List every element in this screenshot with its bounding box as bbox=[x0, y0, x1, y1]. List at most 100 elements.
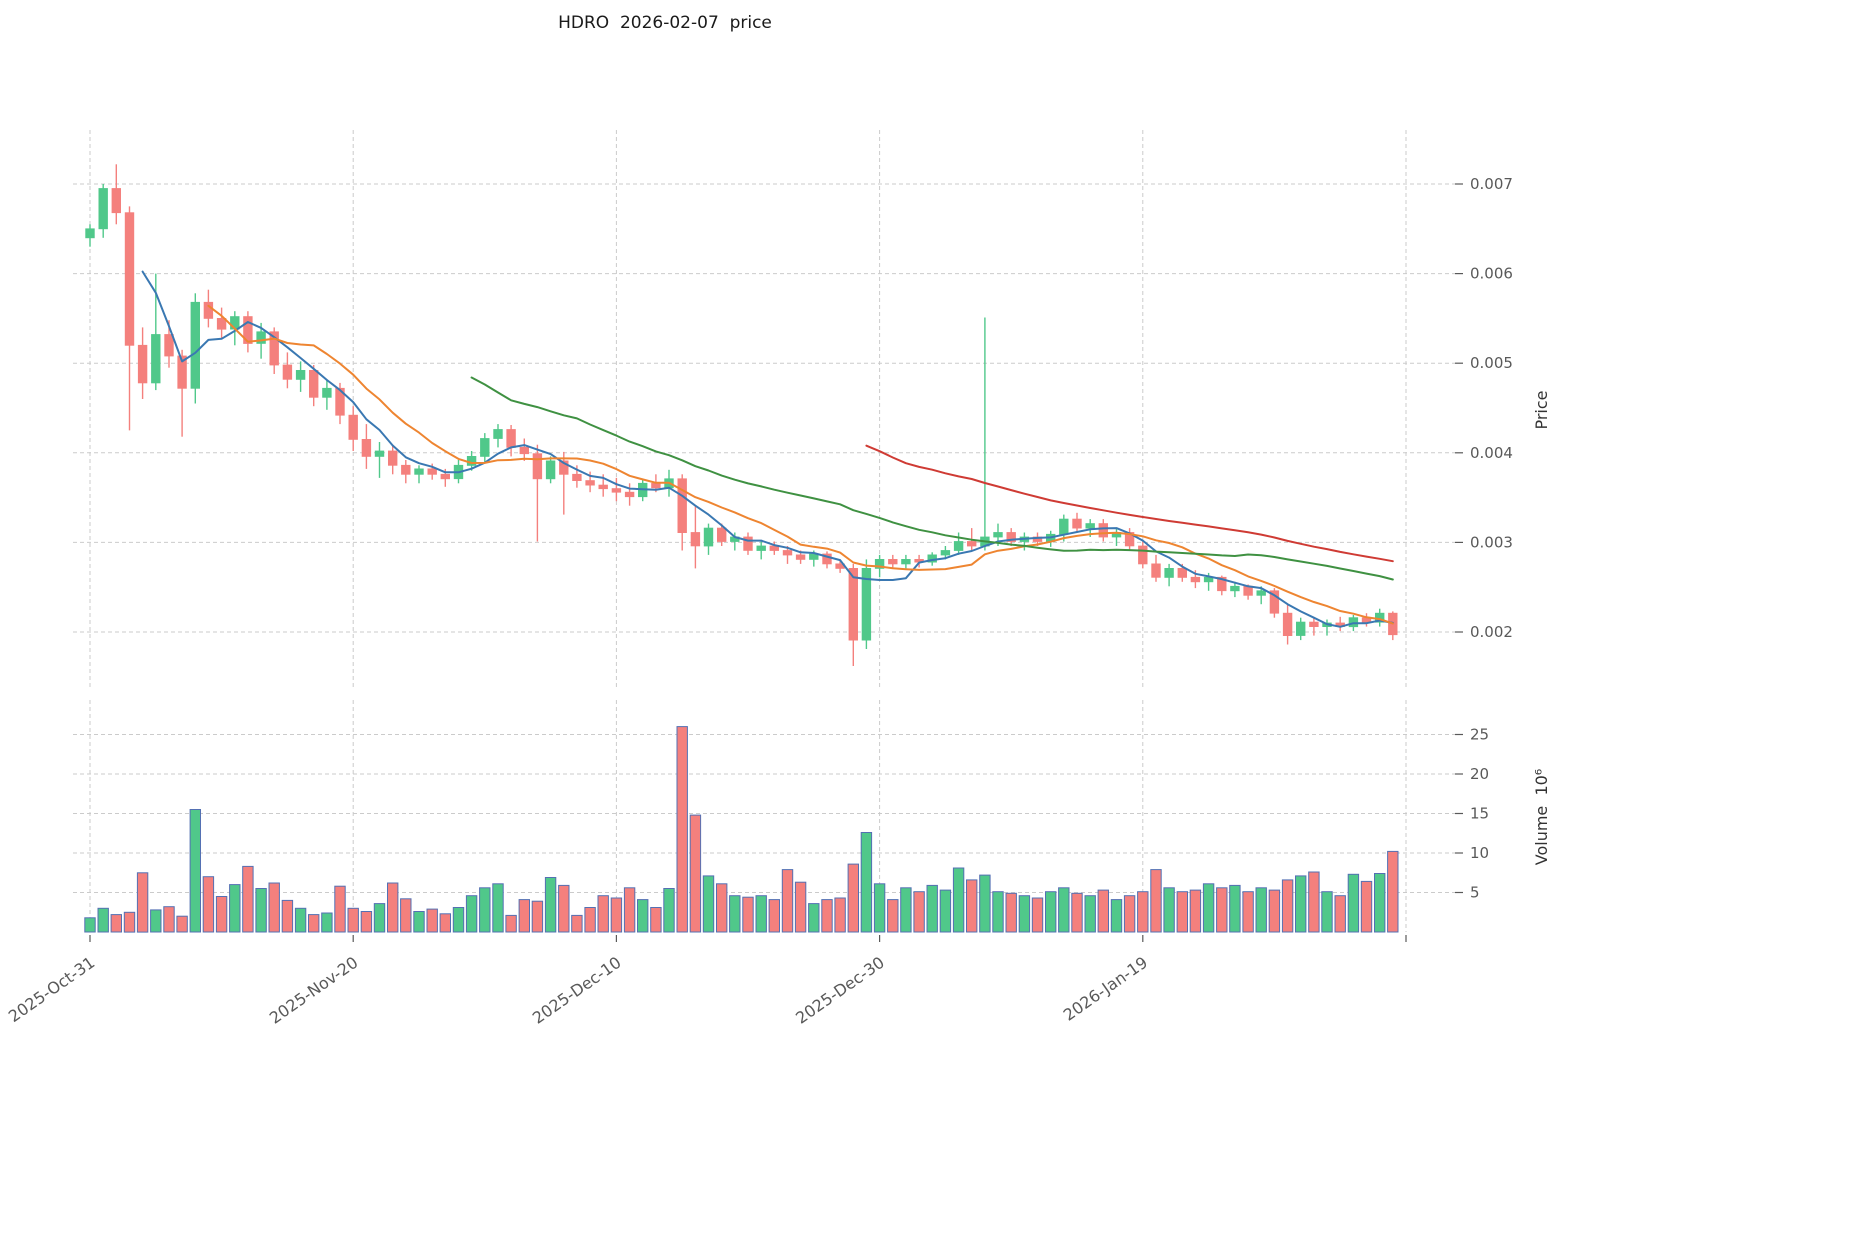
candle bbox=[1072, 512, 1082, 533]
price-axis-label: Price bbox=[1532, 390, 1551, 429]
candle-body bbox=[717, 527, 727, 542]
candle-body bbox=[782, 550, 793, 556]
candle bbox=[1269, 588, 1280, 618]
candle-body bbox=[98, 188, 108, 230]
candle bbox=[848, 563, 859, 666]
candle bbox=[308, 365, 319, 407]
candle-body bbox=[795, 554, 806, 560]
candle-body bbox=[545, 460, 556, 480]
volume-axis-label: Volume 10⁶ bbox=[1532, 769, 1551, 865]
candle-body bbox=[1217, 576, 1227, 592]
candle bbox=[322, 379, 332, 410]
volume-bar bbox=[1189, 889, 1202, 933]
candle-body bbox=[124, 212, 135, 346]
volume-bar bbox=[597, 895, 609, 933]
volume-bar bbox=[689, 814, 702, 933]
volume-bar bbox=[1295, 875, 1307, 933]
candle-body bbox=[440, 473, 451, 480]
candle-body bbox=[480, 438, 490, 457]
candle-body bbox=[519, 446, 530, 455]
candle-body bbox=[585, 480, 595, 486]
volume-bar bbox=[939, 889, 952, 933]
candle-body bbox=[1085, 523, 1095, 529]
volume-bar bbox=[1150, 869, 1162, 933]
candle-body bbox=[1151, 563, 1161, 578]
candle bbox=[480, 433, 490, 462]
candle-body bbox=[743, 536, 753, 551]
candle bbox=[203, 289, 214, 328]
volume-bar bbox=[1071, 892, 1083, 933]
candle bbox=[953, 532, 964, 555]
candle-body bbox=[401, 464, 411, 475]
candle-body bbox=[1164, 568, 1174, 578]
candle-body bbox=[651, 482, 661, 489]
candle bbox=[888, 554, 898, 569]
candle-body bbox=[137, 344, 148, 384]
candle-body bbox=[1177, 568, 1188, 578]
volume-bar bbox=[1255, 887, 1267, 933]
volume-bar bbox=[308, 914, 320, 933]
candle-body bbox=[1309, 621, 1319, 627]
volume-bar bbox=[650, 907, 662, 933]
price-tick-label: 0.002 bbox=[1470, 623, 1513, 641]
candle-body bbox=[756, 545, 766, 551]
candle-body bbox=[216, 317, 227, 330]
volume-bar bbox=[1308, 871, 1320, 933]
candle bbox=[1098, 519, 1109, 542]
volume-bar bbox=[268, 882, 280, 933]
candle bbox=[822, 551, 832, 569]
x-tick-label: 2025-Dec-10 bbox=[529, 953, 625, 1028]
volume-bar bbox=[873, 883, 886, 933]
candle-body bbox=[624, 491, 635, 498]
volume-bar bbox=[584, 907, 596, 933]
ma-lines bbox=[141, 270, 1394, 628]
candle-body bbox=[822, 553, 832, 565]
volume-bar bbox=[1018, 895, 1031, 933]
candle-body bbox=[387, 450, 398, 466]
candle bbox=[1309, 617, 1319, 636]
candle bbox=[401, 460, 411, 484]
volume-bar bbox=[373, 903, 386, 933]
volume-bar bbox=[768, 899, 780, 933]
x-tick-label: 2025-Nov-20 bbox=[266, 953, 362, 1028]
candle bbox=[282, 352, 293, 389]
volume-bar bbox=[294, 907, 307, 933]
candle-body bbox=[1059, 518, 1069, 535]
price-tick-label: 0.003 bbox=[1470, 533, 1513, 551]
volume-bar bbox=[255, 888, 267, 933]
candle bbox=[348, 406, 358, 451]
volume-bar bbox=[413, 911, 425, 933]
candle bbox=[1296, 617, 1306, 641]
candle bbox=[1388, 611, 1398, 641]
candle bbox=[98, 184, 108, 238]
volume-bars bbox=[84, 726, 1399, 933]
candle bbox=[1230, 581, 1240, 598]
x-tick-label: 2026-Jan-19 bbox=[1060, 953, 1151, 1025]
volume-bar bbox=[544, 877, 557, 933]
volume-bar bbox=[834, 897, 846, 933]
volume-bar bbox=[860, 832, 873, 933]
volume-bar bbox=[755, 895, 767, 933]
candle bbox=[111, 164, 122, 225]
volume-bar bbox=[979, 874, 991, 933]
volume-bar bbox=[637, 899, 649, 933]
volume-bar bbox=[505, 914, 517, 933]
volume-bar bbox=[84, 917, 96, 933]
candle bbox=[677, 474, 687, 551]
candle-body bbox=[177, 355, 187, 389]
candle bbox=[295, 361, 306, 392]
volume-bar bbox=[992, 891, 1004, 933]
candle bbox=[493, 424, 503, 448]
ma-line-30 bbox=[470, 376, 1394, 581]
candle bbox=[690, 505, 701, 569]
candle-body bbox=[269, 331, 279, 366]
candle-body bbox=[85, 228, 95, 239]
volume-bar bbox=[913, 891, 925, 933]
candle-body bbox=[1072, 518, 1082, 529]
candle-body bbox=[848, 568, 859, 641]
volume-bar bbox=[1334, 895, 1346, 933]
candle-body bbox=[308, 369, 319, 398]
volume-bar bbox=[400, 898, 412, 933]
volume-bar bbox=[742, 896, 754, 933]
volume-bar bbox=[387, 882, 399, 933]
